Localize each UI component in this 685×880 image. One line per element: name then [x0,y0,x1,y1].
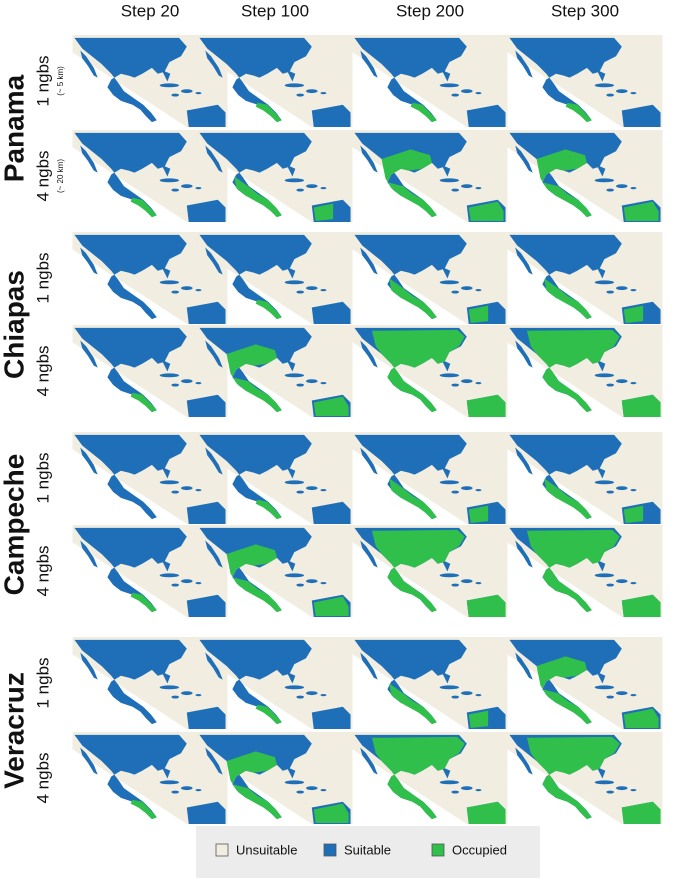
row-label: 4 ngbs [33,150,52,201]
map [352,637,508,729]
map [507,130,663,222]
group-label: Campeche [0,454,29,596]
legend-box [196,826,540,878]
map [507,637,663,729]
map [352,35,508,127]
map [507,35,663,127]
map [352,130,508,222]
row-label: 4 ngbs [33,545,52,596]
group-label: Veracruz [0,672,29,789]
map [352,525,508,617]
row-label: 1 ngbs [33,657,52,708]
map [507,525,663,617]
row-label: 1 ngbs [33,252,52,303]
column-header: Step 20 [121,1,180,20]
map [507,232,663,324]
map [352,732,508,824]
legend-swatch [215,843,229,857]
legend-label: Unsuitable [236,842,297,857]
row-label: 1 ngbs [33,452,52,503]
row-label: 1 ngbs [33,55,52,106]
group-label: Panama [0,74,29,182]
legend-swatch [323,843,337,857]
row-label: 4 ngbs [33,752,52,803]
legend-label: Occupied [452,842,507,857]
row-label: 4 ngbs [33,345,52,396]
legend-swatch [431,843,445,857]
map [507,732,663,824]
column-header: Step 300 [551,1,619,20]
column-header: Step 200 [396,1,464,20]
group-label: Chiapas [0,270,29,379]
map [507,432,663,524]
row-note: (~ 20 km) [56,159,65,193]
map [352,432,508,524]
legend-label: Suitable [344,842,391,857]
map [352,232,508,324]
row-note: (~ 5 km) [56,66,65,96]
map [507,325,663,417]
column-header: Step 100 [241,1,309,20]
map [352,325,508,417]
